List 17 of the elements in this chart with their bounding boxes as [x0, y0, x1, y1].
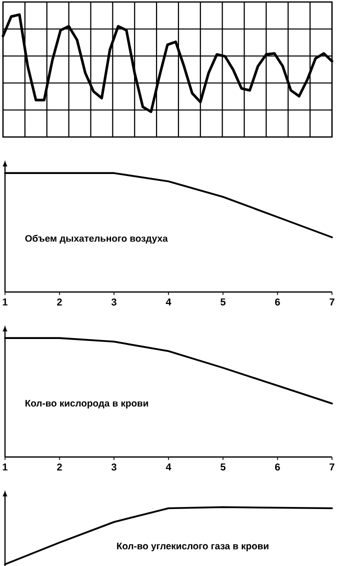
x-tick-label: 5: [220, 464, 226, 470]
x-tick-label: 3: [111, 464, 116, 471]
x-tick-label: 7: [330, 464, 334, 470]
x-tick-label: 6: [275, 298, 280, 306]
x-tick-label: 6: [275, 464, 280, 471]
text: Кол-во кислорода в крови: [26, 400, 148, 408]
x-tick-label: 2: [57, 298, 62, 306]
x-tick-label: 2: [57, 464, 62, 470]
text: Кол-во углекислого газа в крови: [117, 542, 268, 552]
x-tick-label: 1: [2, 298, 8, 306]
x-tick-label: 5: [220, 298, 226, 306]
x-tick-label: 7: [330, 298, 334, 306]
text: Объем дыхательного воздуха: [25, 234, 168, 244]
x-tick-label: 4: [166, 464, 172, 470]
x-tick-label: 4: [166, 298, 172, 306]
x-tick-label: 3: [111, 298, 116, 306]
x-tick-label: 1: [2, 464, 8, 470]
